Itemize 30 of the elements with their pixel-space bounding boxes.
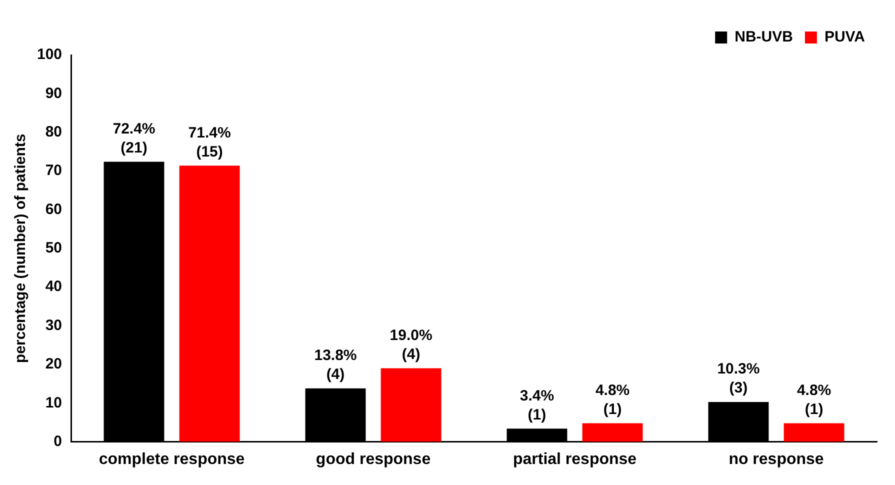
y-tick-label: 70 — [45, 162, 62, 180]
y-tick-label: 10 — [45, 394, 62, 412]
bar — [784, 423, 844, 442]
data-label: 13.8% (4) — [314, 347, 357, 384]
bar — [179, 166, 240, 442]
y-tick-label: 90 — [45, 84, 62, 102]
x-tick-label: complete response — [98, 450, 245, 468]
data-label: 4.8% (1) — [796, 382, 832, 418]
data-label: 71.4% (15) — [188, 124, 231, 160]
y-tick-label: 40 — [45, 278, 62, 296]
y-tick-label: 80 — [45, 124, 62, 140]
bar — [582, 423, 643, 442]
data-label: 4.8% (1) — [595, 382, 630, 418]
data-label: 10.3% (3) — [717, 360, 760, 397]
x-tick-label: partial response — [512, 450, 637, 468]
y-tick-label: 100 — [36, 46, 62, 64]
x-tick-label: good response — [316, 450, 431, 468]
y-tick-label: 0 — [54, 432, 62, 450]
data-label: 19.0% (4) — [390, 326, 432, 363]
y-tick-label: 50 — [45, 240, 62, 257]
y-axis-title: percentage (number) of patients — [12, 134, 30, 363]
y-tick-label: 60 — [45, 200, 62, 218]
bar — [380, 368, 442, 442]
y-tick-label: 20 — [45, 356, 62, 373]
y-tick-label: 30 — [45, 316, 62, 334]
legend-label: PUVA — [824, 28, 866, 46]
legend-label: NB-UVB — [734, 28, 794, 46]
data-label: 3.4% (1) — [520, 387, 554, 424]
x-tick-label: no response — [728, 450, 824, 468]
data-label: 72.4% (21) — [112, 120, 156, 156]
